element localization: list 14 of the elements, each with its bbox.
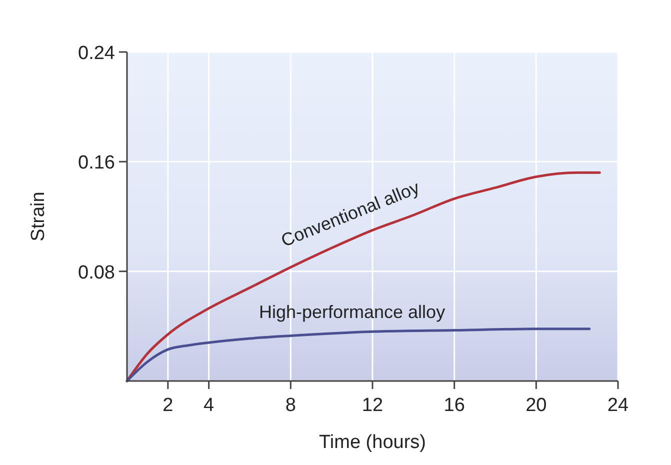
x-tick-label: 20 — [526, 395, 547, 416]
x-tick-label: 4 — [204, 395, 215, 416]
x-tick-label: 12 — [362, 395, 384, 416]
y-axis-title: Strain — [28, 192, 49, 242]
x-tick-label: 24 — [607, 395, 629, 416]
x-tick-label: 16 — [444, 395, 465, 416]
y-tick-label: 0.24 — [78, 43, 116, 64]
x-tick-label: 8 — [285, 395, 296, 416]
y-tick-label: 0.08 — [78, 262, 115, 284]
y-tick-label: 0.16 — [78, 152, 115, 174]
series-label: High-performance alloy — [258, 302, 446, 322]
x-tick-label: 2 — [162, 395, 174, 416]
line-series — [126, 328, 591, 382]
x-axis-title: Time (hours) — [319, 432, 426, 453]
